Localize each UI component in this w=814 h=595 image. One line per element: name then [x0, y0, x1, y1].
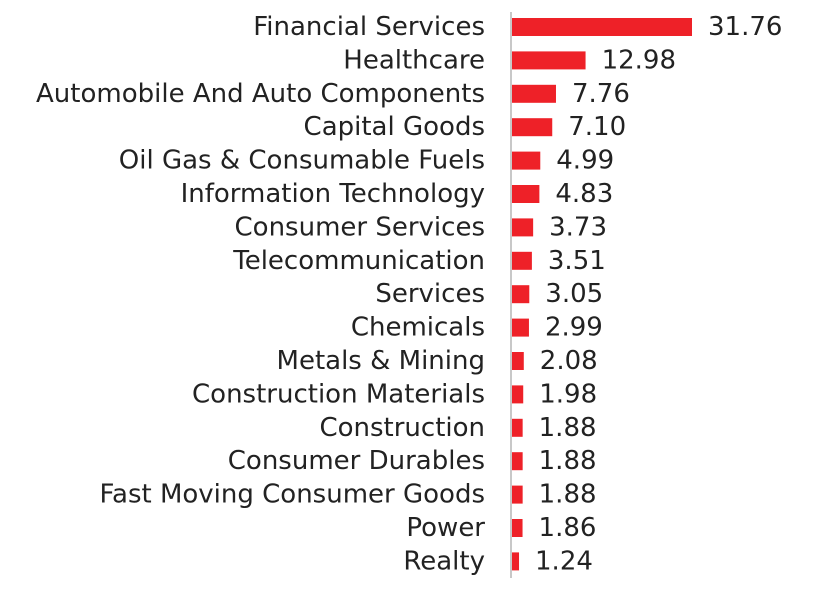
value-label-8: 3.05 — [545, 279, 603, 309]
bar-4 — [512, 151, 541, 170]
value-label-6: 3.73 — [549, 212, 607, 242]
value-label-4: 4.99 — [556, 146, 614, 176]
category-label-11: Construction Materials — [192, 379, 485, 409]
category-label-5: Information Technology — [181, 179, 485, 209]
category-label-12: Construction — [319, 413, 485, 443]
value-label-13: 1.88 — [539, 446, 597, 476]
category-label-10: Metals & Mining — [277, 346, 485, 376]
category-label-14: Fast Moving Consumer Goods — [99, 480, 485, 510]
value-label-7: 3.51 — [548, 246, 606, 276]
bar-6 — [512, 218, 534, 237]
value-label-16: 1.24 — [535, 546, 593, 576]
value-label-2: 7.76 — [572, 79, 630, 109]
bar-3 — [512, 118, 553, 137]
category-label-8: Services — [375, 279, 485, 309]
category-label-2: Automobile And Auto Components — [36, 79, 485, 109]
value-label-14: 1.88 — [539, 480, 597, 510]
value-label-12: 1.88 — [539, 413, 597, 443]
bar-1 — [512, 51, 586, 70]
bar-16 — [512, 552, 520, 571]
bar-0 — [512, 18, 692, 36]
value-label-9: 2.99 — [545, 313, 603, 343]
value-label-3: 7.10 — [568, 112, 626, 142]
bar-8 — [512, 285, 530, 304]
bar-12 — [512, 418, 523, 437]
category-label-1: Healthcare — [343, 45, 485, 75]
value-label-10: 2.08 — [540, 346, 598, 376]
bar-14 — [512, 485, 523, 504]
category-label-13: Consumer Durables — [228, 446, 485, 476]
bar-13 — [512, 452, 523, 471]
bar-11 — [512, 385, 524, 404]
category-label-0: Financial Services — [253, 12, 485, 42]
value-labels-group: 31.76 12.98 7.767.10 4.994.833.73 3.513.05 2.… — [535, 12, 782, 576]
bars-group — [512, 18, 692, 571]
bar-5 — [512, 185, 540, 203]
category-label-15: Power — [406, 513, 485, 543]
bar-7 — [512, 251, 532, 270]
value-label-5: 4.83 — [555, 179, 613, 209]
bar-10 — [512, 352, 524, 370]
value-label-1: 12.98 — [602, 45, 676, 75]
category-label-4: Oil Gas & Consumable Fuels — [119, 146, 485, 176]
value-label-11: 1.98 — [539, 379, 597, 409]
category-label-9: Chemicals — [351, 313, 485, 343]
bar-15 — [512, 519, 523, 537]
category-label-16: Realty — [403, 546, 485, 576]
category-label-3: Capital Goods — [304, 112, 485, 142]
bar-2 — [512, 84, 556, 103]
value-label-0: 31.76 — [708, 12, 782, 42]
category-label-7: Telecommunication — [232, 246, 485, 276]
value-label-15: 1.86 — [539, 513, 597, 543]
category-label-6: Consumer Services — [235, 212, 485, 242]
bar-9 — [512, 318, 529, 337]
